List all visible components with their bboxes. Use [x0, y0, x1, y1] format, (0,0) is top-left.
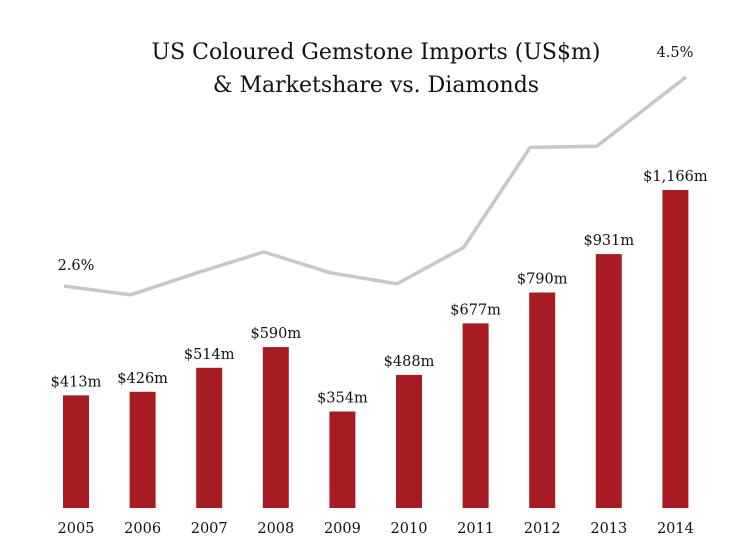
year-label-2011: 2011: [457, 521, 494, 537]
bar-value-label-2009: $354m: [317, 391, 368, 407]
marketshare-line: [63, 75, 688, 297]
bar-2013: [595, 254, 622, 508]
bar-value-label-2008: $590m: [250, 326, 301, 342]
bar-2009: [329, 411, 356, 508]
chart-title-line-2: & Marketshare vs. Diamonds: [213, 73, 539, 98]
year-label-2007: 2007: [191, 521, 228, 537]
bar-2014: [662, 190, 689, 508]
year-label-2005: 2005: [58, 521, 95, 537]
bar-value-label-2005: $413m: [51, 374, 102, 390]
year-label-2009: 2009: [324, 521, 361, 537]
marketshare-line-group: [63, 75, 688, 297]
bar-value-label-2010: $488m: [384, 354, 435, 370]
bar-2011: [462, 323, 489, 508]
year-label-2008: 2008: [257, 521, 294, 537]
share-label-last: 4.5%: [657, 45, 694, 61]
bar-2012: [529, 292, 556, 508]
year-label-2012: 2012: [524, 521, 561, 537]
bar-2005: [63, 395, 89, 508]
share-label-first: 2.6%: [58, 258, 95, 274]
year-label-2010: 2010: [391, 521, 428, 537]
year-label-2006: 2006: [124, 521, 161, 537]
bars-group: $413m 2005 $426m 2006 $514m 2007 $590m 2008 $354…: [51, 169, 708, 537]
bar-2006: [129, 391, 156, 508]
bar-2010: [396, 374, 422, 508]
bar-2007: [196, 367, 223, 508]
bar-value-label-2012: $790m: [517, 272, 568, 288]
chart-title-line-1: US Coloured Gemstone Imports (US$m): [152, 40, 601, 65]
bar-value-label-2011: $677m: [450, 302, 501, 318]
year-label-2014: 2014: [657, 521, 694, 537]
bar-value-label-2006: $426m: [117, 371, 168, 387]
bar-value-label-2007: $514m: [184, 347, 235, 363]
year-label-2013: 2013: [590, 521, 627, 537]
bar-value-label-2014: $1,166m: [643, 169, 708, 185]
bar-value-label-2013: $931m: [583, 233, 634, 249]
bar-2008: [262, 347, 289, 508]
